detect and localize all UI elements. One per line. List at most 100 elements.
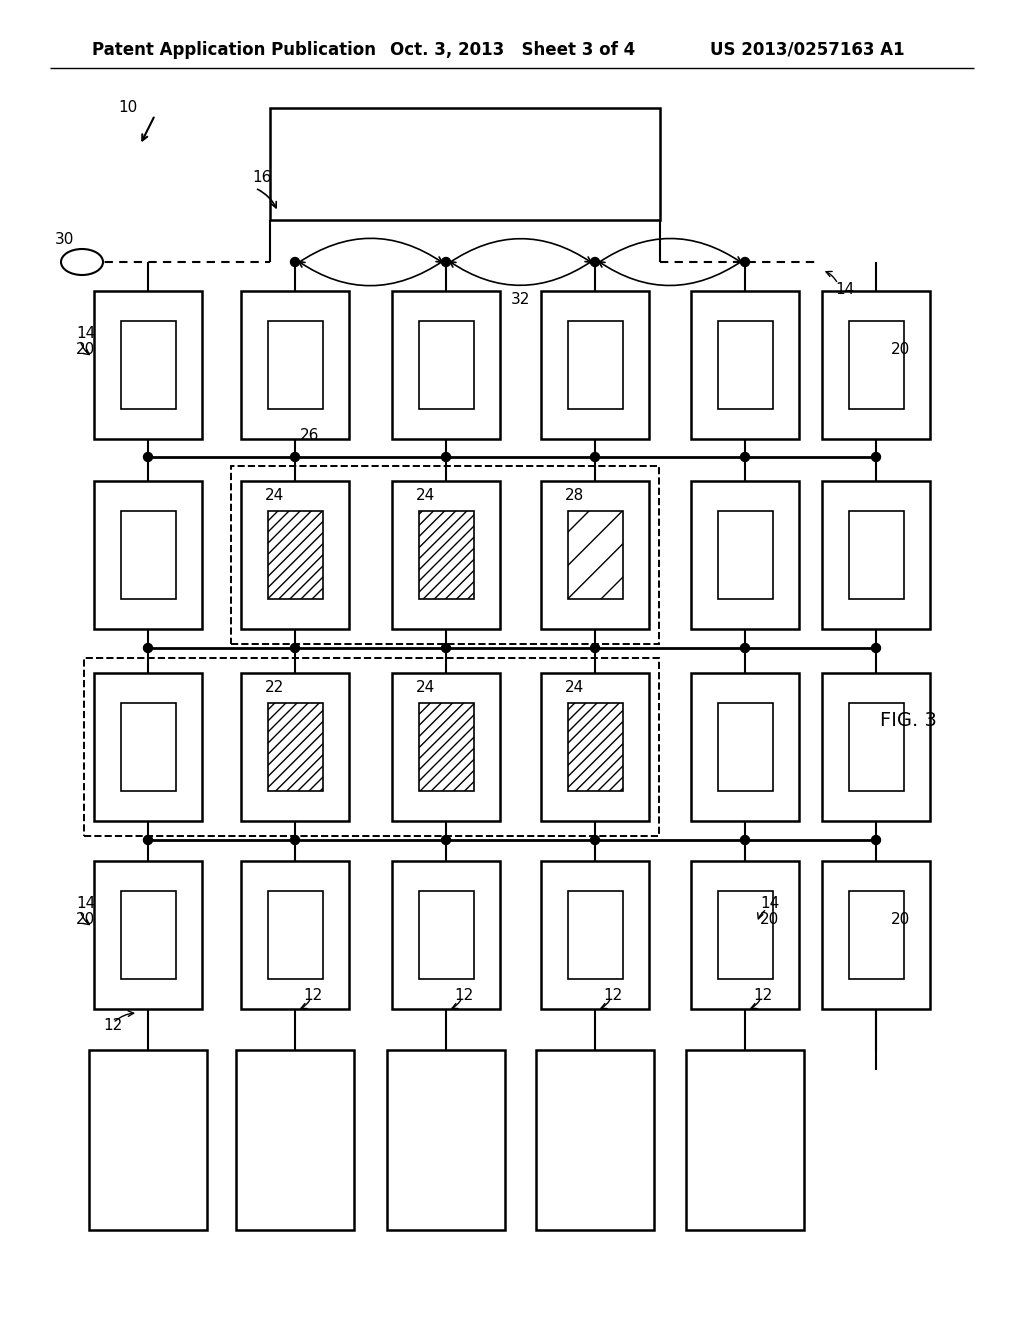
Text: 24: 24 xyxy=(416,681,435,696)
Bar xyxy=(691,480,799,630)
Bar xyxy=(718,321,773,409)
Bar xyxy=(241,480,349,630)
Bar xyxy=(568,511,623,599)
Bar xyxy=(568,704,623,791)
Text: 24: 24 xyxy=(565,681,585,696)
Text: 32: 32 xyxy=(510,293,529,308)
Bar xyxy=(541,861,649,1008)
Circle shape xyxy=(591,453,599,462)
Bar xyxy=(268,511,323,599)
Circle shape xyxy=(143,644,153,652)
Text: 12: 12 xyxy=(603,989,623,1003)
Text: 12: 12 xyxy=(454,989,473,1003)
FancyArrowPatch shape xyxy=(597,239,741,264)
Text: 22: 22 xyxy=(265,681,285,696)
Circle shape xyxy=(143,453,153,462)
Bar xyxy=(392,290,500,440)
Bar xyxy=(392,673,500,821)
Bar xyxy=(718,891,773,979)
Text: 14: 14 xyxy=(76,326,95,341)
Text: Patent Application Publication: Patent Application Publication xyxy=(92,41,376,59)
Bar xyxy=(419,891,474,979)
Bar xyxy=(686,1049,804,1230)
Text: 20: 20 xyxy=(76,912,95,928)
Bar xyxy=(270,108,660,220)
Bar xyxy=(241,290,349,440)
Bar xyxy=(691,861,799,1008)
Ellipse shape xyxy=(61,249,103,275)
Bar xyxy=(89,1049,207,1230)
Bar xyxy=(419,511,474,599)
Text: 20: 20 xyxy=(891,342,910,358)
Circle shape xyxy=(143,836,153,845)
Bar xyxy=(541,290,649,440)
Circle shape xyxy=(441,644,451,652)
Circle shape xyxy=(441,453,451,462)
Bar xyxy=(536,1049,654,1230)
Bar xyxy=(419,704,474,791)
Bar xyxy=(121,891,176,979)
Bar xyxy=(568,321,623,409)
Circle shape xyxy=(591,644,599,652)
Bar xyxy=(691,673,799,821)
Bar xyxy=(541,673,649,821)
Circle shape xyxy=(441,836,451,845)
Bar xyxy=(419,321,474,409)
Bar xyxy=(718,704,773,791)
Bar xyxy=(236,1049,354,1230)
Text: 16: 16 xyxy=(252,170,271,186)
Circle shape xyxy=(871,453,881,462)
Bar xyxy=(268,891,323,979)
Text: 20: 20 xyxy=(891,912,910,928)
Circle shape xyxy=(291,836,299,845)
FancyArrowPatch shape xyxy=(599,260,742,285)
Text: 20: 20 xyxy=(760,912,779,928)
Bar xyxy=(849,511,904,599)
Bar xyxy=(121,321,176,409)
FancyArrowPatch shape xyxy=(450,260,593,285)
Bar xyxy=(691,290,799,440)
Bar xyxy=(822,480,930,630)
Circle shape xyxy=(591,836,599,845)
Bar xyxy=(541,480,649,630)
Text: FIG. 3: FIG. 3 xyxy=(880,710,937,730)
Bar xyxy=(121,511,176,599)
Bar xyxy=(268,321,323,409)
Text: 14: 14 xyxy=(76,895,95,911)
Bar xyxy=(241,861,349,1008)
Text: 14: 14 xyxy=(760,895,779,911)
Text: 30: 30 xyxy=(55,232,75,248)
Text: 24: 24 xyxy=(416,488,435,503)
Bar xyxy=(241,673,349,821)
Circle shape xyxy=(871,644,881,652)
Circle shape xyxy=(740,453,750,462)
Circle shape xyxy=(441,257,451,267)
Circle shape xyxy=(291,453,299,462)
FancyArrowPatch shape xyxy=(297,239,442,264)
Circle shape xyxy=(740,836,750,845)
Text: 12: 12 xyxy=(753,989,772,1003)
Bar xyxy=(849,321,904,409)
Circle shape xyxy=(871,836,881,845)
Bar xyxy=(822,861,930,1008)
Text: 14: 14 xyxy=(835,282,854,297)
Circle shape xyxy=(291,644,299,652)
Bar xyxy=(849,891,904,979)
Text: 28: 28 xyxy=(565,488,585,503)
Text: 24: 24 xyxy=(265,488,285,503)
Text: 20: 20 xyxy=(76,342,95,358)
Circle shape xyxy=(740,257,750,267)
Bar xyxy=(121,704,176,791)
Bar xyxy=(94,290,202,440)
Circle shape xyxy=(291,257,299,267)
Text: 12: 12 xyxy=(103,1019,122,1034)
Bar xyxy=(84,657,659,836)
Bar xyxy=(268,704,323,791)
Bar xyxy=(94,861,202,1008)
Bar xyxy=(822,673,930,821)
Bar xyxy=(568,891,623,979)
Bar xyxy=(718,511,773,599)
Text: 26: 26 xyxy=(300,428,319,442)
Bar xyxy=(392,480,500,630)
Bar xyxy=(387,1049,505,1230)
